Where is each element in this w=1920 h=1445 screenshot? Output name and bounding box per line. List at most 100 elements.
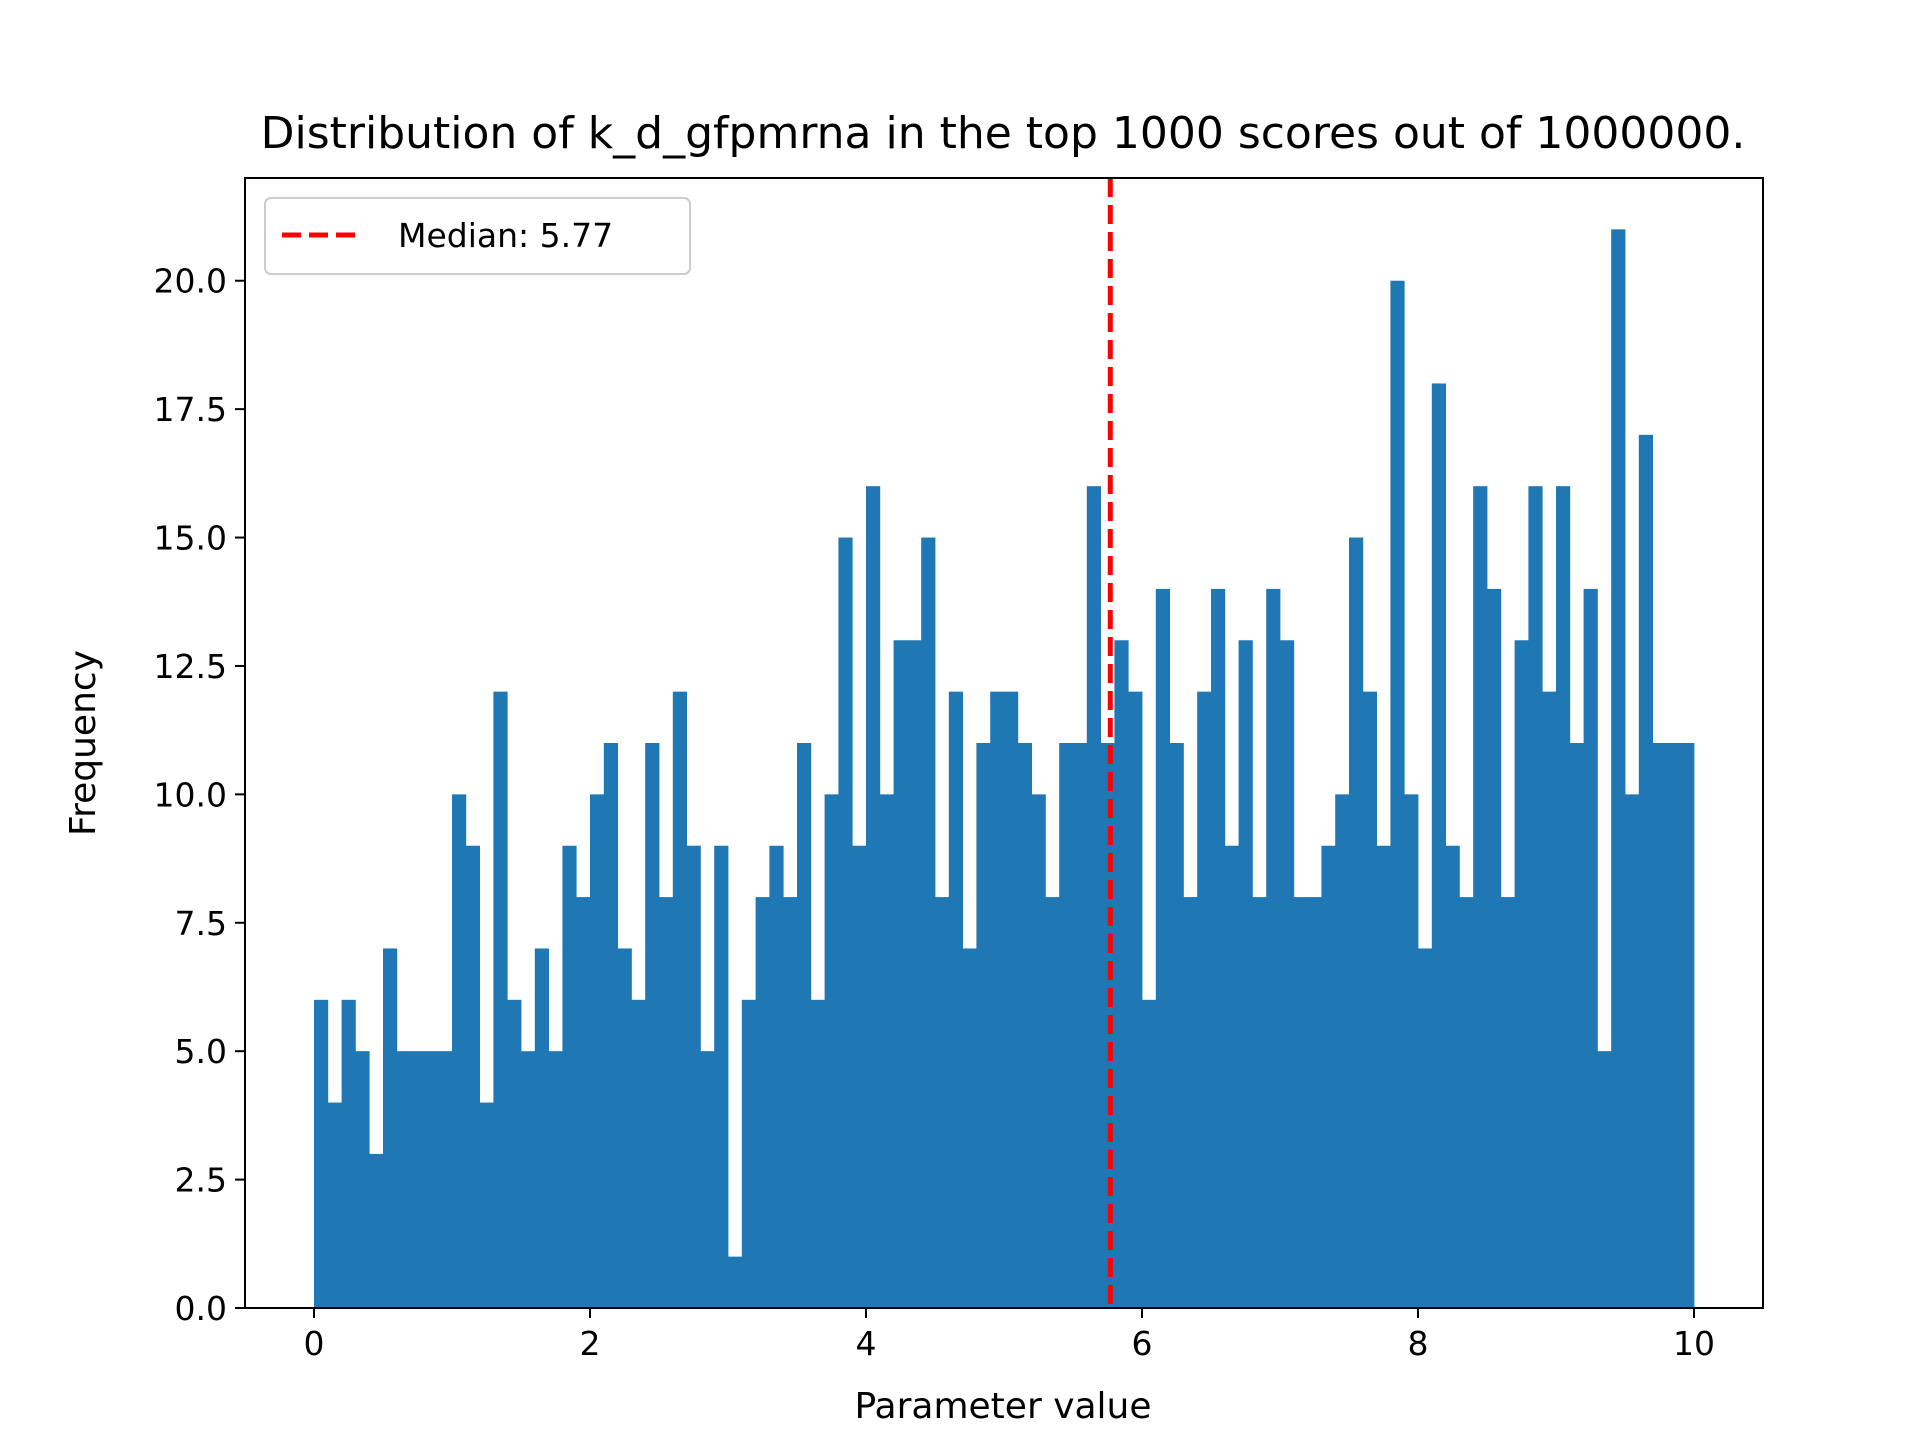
histogram-bar — [1418, 948, 1433, 1308]
y-tick-label: 2.5 — [175, 1161, 227, 1200]
legend-median-label: Median: 5.77 — [398, 216, 613, 255]
histogram-bar — [907, 640, 922, 1308]
histogram-bar — [465, 845, 480, 1308]
histogram-bar — [1335, 794, 1350, 1308]
histogram-bar — [562, 845, 577, 1308]
plot-frame — [244, 177, 1764, 1309]
histogram-bar — [1556, 486, 1571, 1308]
histogram-bar — [672, 691, 687, 1308]
histogram-bar — [383, 948, 398, 1308]
x-tick-label: 0 — [304, 1324, 325, 1363]
y-tick-label: 17.5 — [154, 390, 227, 429]
histogram-bar — [893, 640, 908, 1308]
histogram-bar — [1197, 691, 1212, 1308]
histogram-bar — [1059, 743, 1074, 1308]
histogram-bar — [1638, 434, 1653, 1308]
y-tick-label: 0.0 — [175, 1289, 227, 1328]
histogram-bar — [617, 948, 632, 1308]
histogram-bar — [314, 999, 329, 1308]
histogram-bar — [1017, 743, 1032, 1308]
histogram-bar — [410, 1051, 425, 1308]
y-tick-label: 20.0 — [154, 262, 227, 301]
histogram-bar — [341, 999, 356, 1308]
chart-title: Distribution of k_d_gfpmrna in the top 1… — [261, 108, 1746, 159]
histogram-bar — [1211, 588, 1226, 1308]
histogram-bar — [1280, 640, 1295, 1308]
histogram-bar — [1128, 691, 1143, 1308]
y-axis-ticks: 0.0 2.5 5.0 7.5 10.0 12.5 15.0 17.5 20.0 — [154, 262, 245, 1328]
histogram-bar — [1542, 691, 1557, 1308]
histogram-bar — [396, 1051, 411, 1308]
y-tick-label: 5.0 — [175, 1032, 227, 1071]
histogram-bar — [1266, 588, 1281, 1308]
histogram-bar — [1004, 691, 1019, 1308]
histogram-bar — [990, 691, 1005, 1308]
histogram-bar — [479, 1102, 494, 1308]
x-tick-label: 4 — [856, 1324, 877, 1363]
histogram-bar — [714, 845, 729, 1308]
histogram-bar — [369, 1153, 384, 1308]
histogram-bar — [700, 1051, 715, 1308]
histogram-bar — [355, 1051, 370, 1308]
histogram-bar — [810, 999, 825, 1308]
histogram-bar — [686, 845, 701, 1308]
histogram-bar — [1114, 640, 1129, 1308]
histogram-bar — [1445, 845, 1460, 1308]
histogram-bar — [1652, 743, 1667, 1308]
x-tick-label: 2 — [580, 1324, 601, 1363]
histogram-bar — [1183, 897, 1198, 1308]
y-tick-label: 10.0 — [154, 775, 227, 814]
histogram-bar — [438, 1051, 453, 1308]
histogram-bar — [797, 743, 812, 1308]
histogram-bar — [1597, 1051, 1612, 1308]
histogram-bar — [1224, 845, 1239, 1308]
histogram-bar — [1238, 640, 1253, 1308]
histogram-bar — [645, 743, 660, 1308]
histogram-bar — [948, 691, 963, 1308]
histogram-bar — [507, 999, 522, 1308]
histogram-bar — [1307, 897, 1322, 1308]
histogram-bar — [576, 897, 591, 1308]
legend: Median: 5.77 — [264, 197, 691, 275]
histogram-bar — [879, 794, 894, 1308]
histogram-bar — [534, 948, 549, 1308]
x-tick-label: 10 — [1673, 1324, 1715, 1363]
histogram-bar — [755, 897, 770, 1308]
histogram-bar — [935, 897, 950, 1308]
histogram-bar — [976, 743, 991, 1308]
histogram-bar — [1514, 640, 1529, 1308]
histogram-bar — [1583, 588, 1598, 1308]
histogram-bar — [1169, 743, 1184, 1308]
histogram-bar — [424, 1051, 439, 1308]
x-axis-label: Parameter value — [854, 1386, 1151, 1427]
histogram-bar — [824, 794, 839, 1308]
y-tick-label: 15.0 — [154, 519, 227, 558]
histogram-bar — [921, 537, 936, 1308]
histogram-bar — [741, 999, 756, 1308]
histogram-bar — [852, 845, 867, 1308]
histogram-bar — [838, 537, 853, 1308]
histogram-bar — [631, 999, 646, 1308]
histogram-bar — [1252, 897, 1267, 1308]
histogram-bar — [1611, 229, 1626, 1308]
y-axis-label: Frequency — [63, 650, 104, 836]
histogram-bar — [521, 1051, 536, 1308]
histogram-bar — [1431, 383, 1446, 1308]
histogram-bar — [769, 845, 784, 1308]
histogram-bar — [1376, 845, 1391, 1308]
bars-group — [314, 229, 1695, 1308]
histogram-bar — [1459, 897, 1474, 1308]
histogram-bar — [1473, 486, 1488, 1308]
histogram-bar — [327, 1102, 342, 1308]
histogram-bar — [962, 948, 977, 1308]
histogram-bar — [1362, 691, 1377, 1308]
histogram-bar — [728, 1256, 743, 1308]
legend-box — [264, 197, 691, 275]
histogram-bar — [1321, 845, 1336, 1308]
y-tick-label: 12.5 — [154, 647, 227, 686]
histogram-bar — [866, 486, 881, 1308]
histogram-bar — [493, 691, 508, 1308]
histogram-bar — [603, 743, 618, 1308]
